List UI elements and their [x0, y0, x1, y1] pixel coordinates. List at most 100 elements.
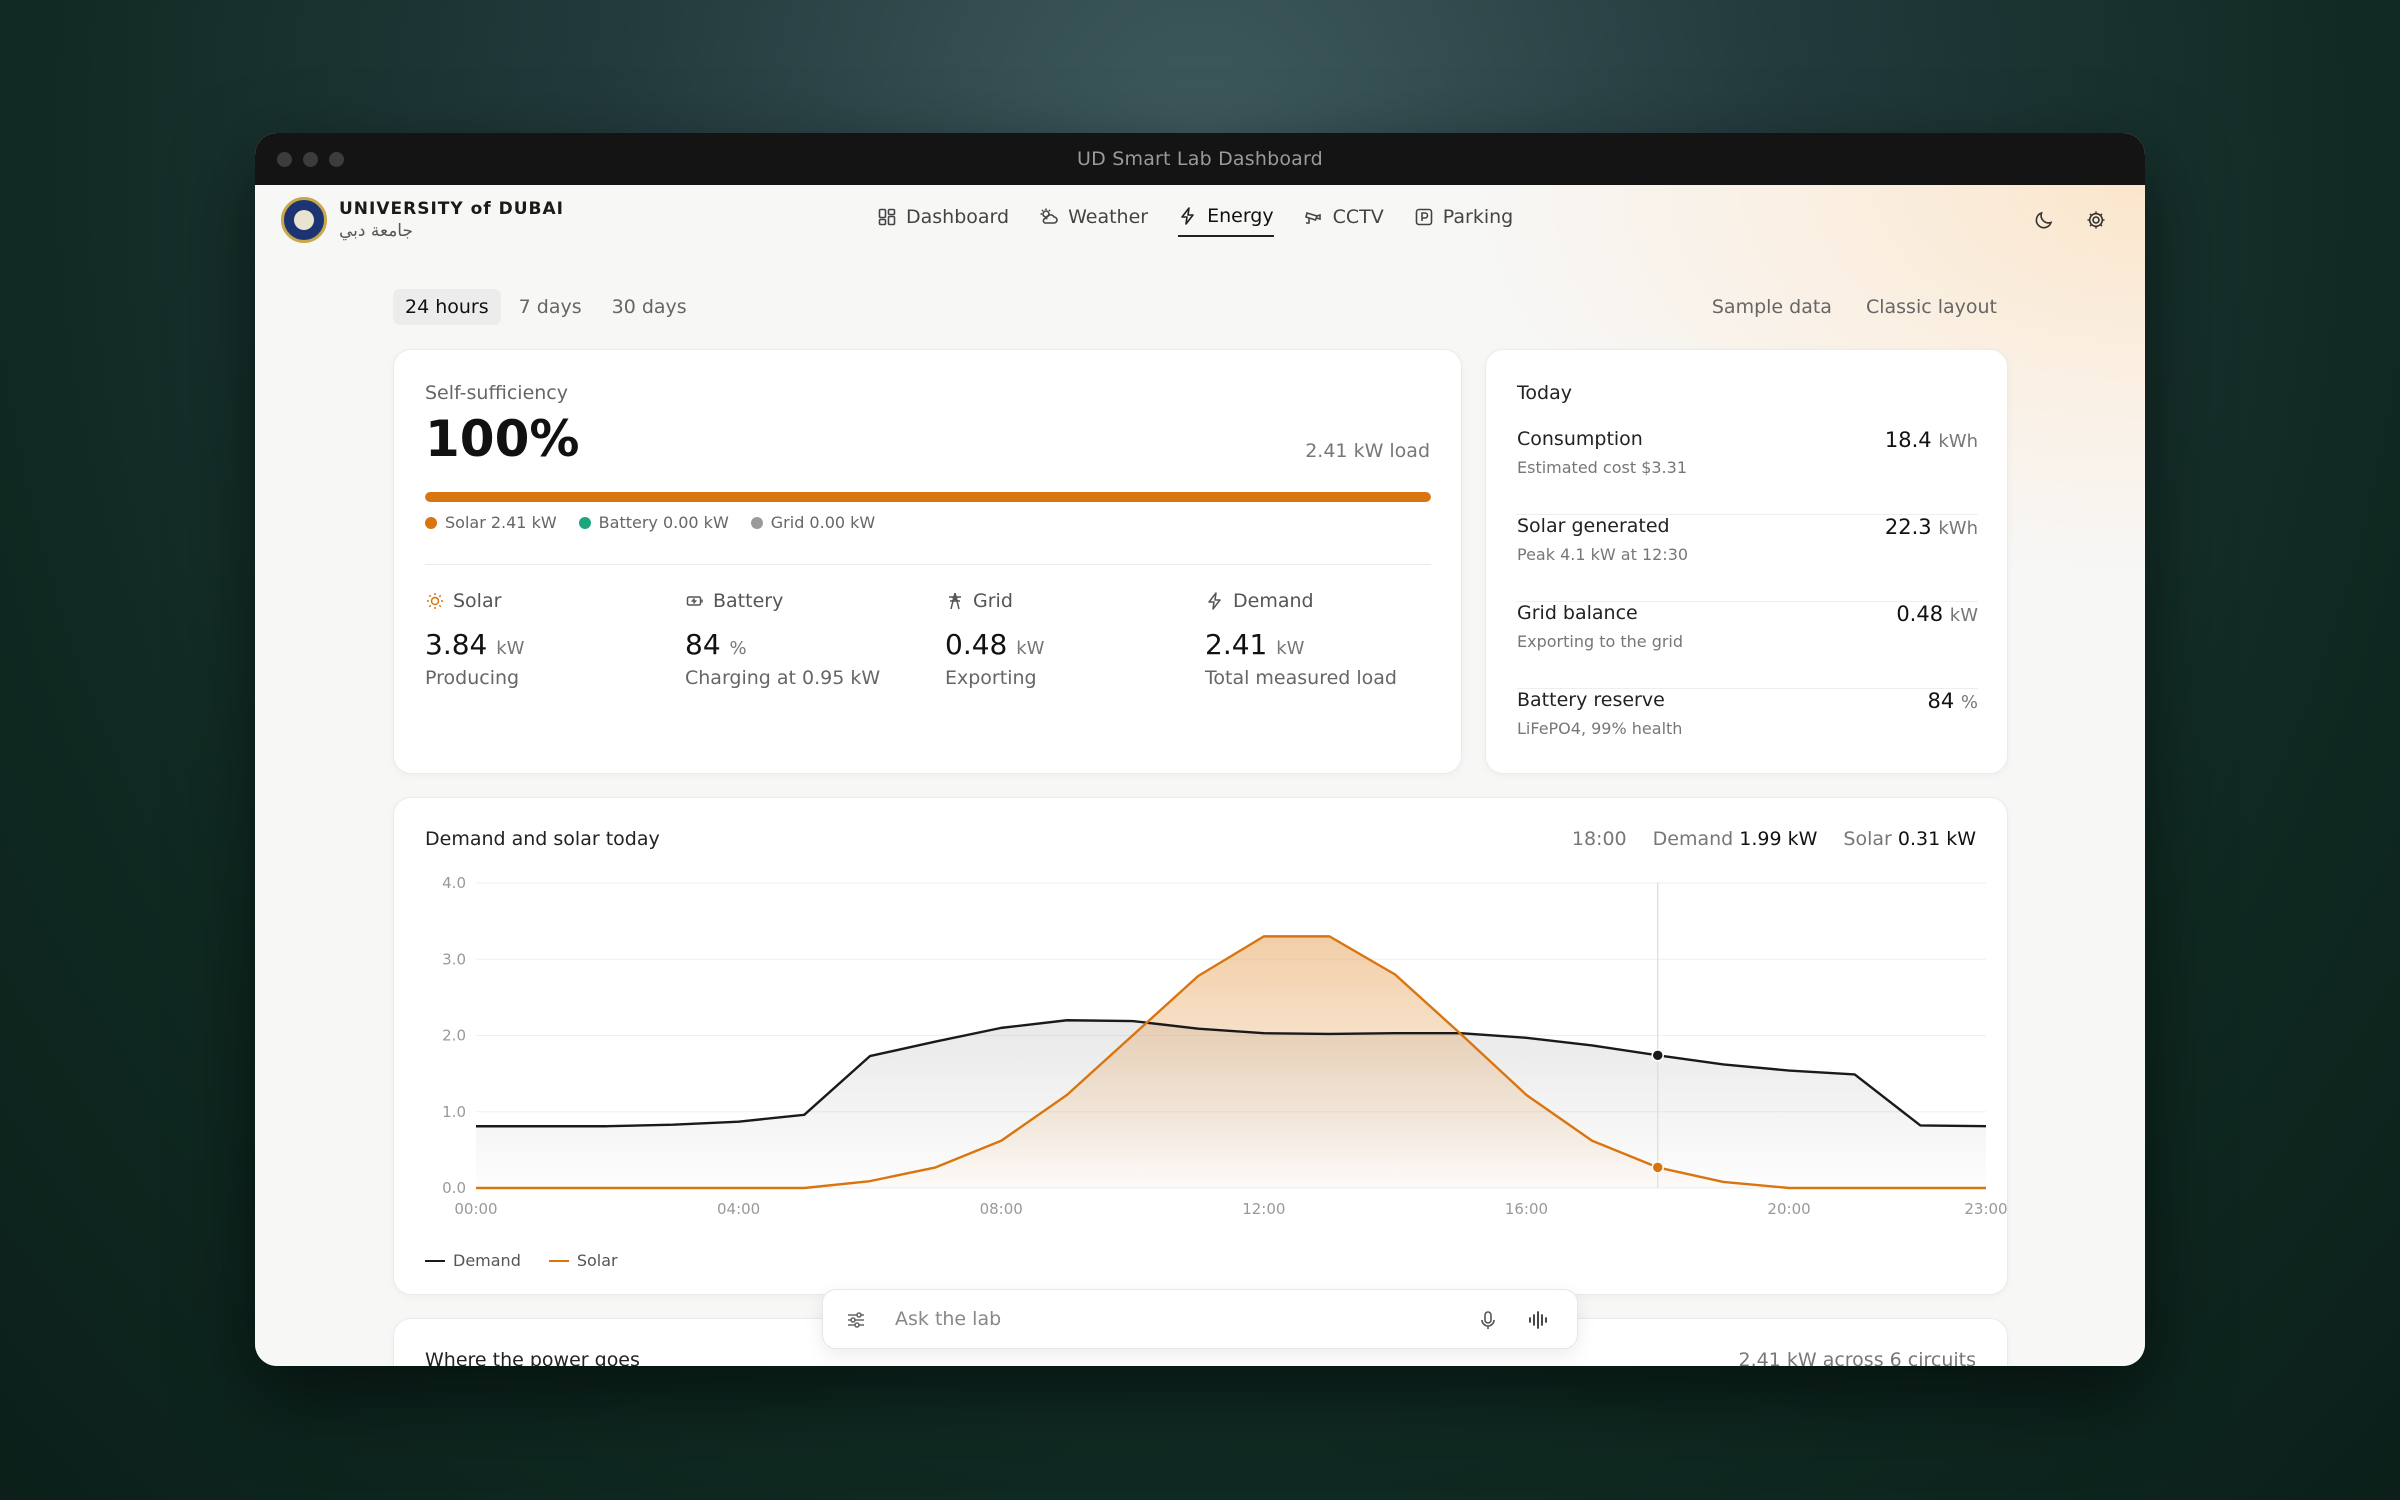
row-sub: Estimated cost $3.31	[1517, 458, 1687, 477]
energy-stats: Solar 3.84 kW Producing Battery 84 % Cha…	[425, 590, 1465, 689]
microphone-icon[interactable]	[1477, 1309, 1499, 1331]
demand-cursor-point	[1651, 1049, 1664, 1062]
camera-icon	[1304, 211, 1321, 224]
stat-number: 84	[685, 628, 721, 661]
grid-icon	[878, 208, 896, 226]
stat-value: 2.41 kW	[1205, 628, 1465, 661]
nav-dashboard[interactable]: Dashboard	[877, 205, 1009, 237]
row-sub: Exporting to the grid	[1517, 632, 1684, 651]
window-title: UD Smart Lab Dashboard	[1077, 148, 1323, 170]
nav-weather[interactable]: Weather	[1039, 205, 1148, 237]
pylon-icon	[949, 592, 961, 610]
solar-dot	[425, 516, 437, 529]
y-tick-label: 0.0	[442, 1179, 466, 1197]
stat-value: 84 %	[685, 628, 945, 661]
row-unit: kWh	[1938, 518, 1978, 539]
readout-demand: Demand 1.99 kW	[1653, 828, 1818, 850]
stat-name: Battery	[713, 590, 784, 612]
today-row-solar: Solar generated Peak 4.1 kW at 12:30 22.…	[1517, 515, 1978, 602]
stat-unit: kW	[1016, 638, 1045, 659]
row-number: 84	[1927, 689, 1955, 713]
demand-line	[476, 1019, 1987, 1128]
stat-name: Solar	[453, 590, 502, 612]
nav-cctv[interactable]: CCTV	[1304, 205, 1384, 237]
row-number: 0.48	[1896, 602, 1944, 626]
classic-layout-link[interactable]: Classic layout	[1865, 296, 1997, 318]
bolt-icon	[1181, 207, 1194, 225]
readout-time: 18:00	[1571, 828, 1627, 850]
legend-solar-label: Solar 2.41 kW	[445, 513, 557, 532]
readout-demand-label: Demand	[1652, 828, 1734, 850]
brand-name: UNIVERSITY of DUBAI	[339, 199, 564, 219]
row-label: Consumption	[1517, 428, 1643, 450]
chart-title: Demand and solar today	[425, 828, 660, 850]
self-sufficiency-label: Self-sufficiency	[425, 382, 568, 404]
legend-solar-series-label: Solar	[576, 1251, 618, 1270]
range-24-hours[interactable]: 24 hours	[393, 289, 501, 325]
ask-bar: Ask the lab	[822, 1289, 1578, 1349]
divider	[425, 564, 1431, 565]
grid-dot	[750, 516, 763, 529]
view-links: Sample data Classic layout	[1712, 296, 1997, 318]
gear-icon[interactable]	[2085, 209, 2107, 231]
chart-legend: Demand Solar	[425, 1251, 618, 1270]
stat-head: Grid	[945, 590, 1205, 612]
voice-wave-icon[interactable]	[1527, 1309, 1549, 1331]
close-dot[interactable]	[277, 152, 292, 167]
minimize-dot[interactable]	[303, 152, 318, 167]
range-7-days[interactable]: 7 days	[518, 296, 582, 318]
row-sub: LiFePO4, 99% health	[1517, 719, 1683, 738]
x-tick-label: 00:00	[454, 1200, 497, 1218]
today-title: Today	[1517, 382, 1572, 404]
y-tick-label: 2.0	[442, 1027, 466, 1045]
row-unit: %	[1960, 692, 1978, 713]
legend-battery-label: Battery 0.00 kW	[598, 513, 729, 532]
nav-label: CCTV	[1332, 206, 1384, 228]
legend-demand-label: Demand	[453, 1251, 521, 1270]
stat-sub: Exporting	[945, 667, 1037, 689]
nav-label: Dashboard	[906, 206, 1010, 228]
demand-swatch	[425, 1259, 445, 1262]
moon-icon[interactable]	[2033, 209, 2055, 231]
battery-dot	[578, 516, 591, 529]
legend-grid-label: Grid 0.00 kW	[770, 513, 876, 532]
sample-data-link[interactable]: Sample data	[1711, 296, 1832, 318]
stat-unit: kW	[496, 638, 525, 659]
legend-battery: Battery 0.00 kW	[578, 513, 729, 532]
stat-name: Demand	[1233, 590, 1314, 612]
legend-demand: Demand	[425, 1251, 521, 1270]
brand[interactable]: UNIVERSITY of DUBAI جامعة دبي	[281, 197, 564, 243]
cursor-readout: 18:00 Demand 1.99 kW Solar 0.31 kW	[1572, 828, 1976, 850]
range-tabs: 24 hours 7 days 30 days	[393, 289, 699, 325]
stat-head: Solar	[425, 590, 685, 612]
nav-parking[interactable]: Parking	[1414, 205, 1513, 237]
battery-icon	[686, 596, 703, 606]
x-tick-label: 04:00	[717, 1200, 760, 1218]
nav-label: Energy	[1207, 205, 1274, 227]
demand-solar-chart[interactable]: 0.0 1.0 2.0 3.0 4.0 00:00 04:00 08:00 12:00 16:00…	[394, 868, 2009, 1248]
readout-solar-value: 0.31 kW	[1897, 828, 1976, 850]
readout-solar: Solar 0.31 kW	[1843, 828, 1976, 850]
solar-cursor-point	[1651, 1161, 1664, 1174]
zoom-dot[interactable]	[329, 152, 344, 167]
nav-energy[interactable]: Energy	[1178, 205, 1274, 237]
header-actions	[2033, 209, 2107, 231]
sliders-icon[interactable]	[845, 1309, 867, 1331]
brand-text: UNIVERSITY of DUBAI جامعة دبي	[339, 199, 564, 241]
ask-input[interactable]: Ask the lab	[895, 1308, 1002, 1330]
app-window: UD Smart Lab Dashboard UNIVERSITY of DUB…	[255, 133, 2145, 1366]
stat-solar: Solar 3.84 kW Producing	[425, 590, 685, 689]
window-controls	[277, 152, 344, 167]
demand-solar-chart-card: Demand and solar today 18:00 Demand 1.99…	[393, 797, 2008, 1295]
range-30-days[interactable]: 30 days	[611, 296, 687, 318]
stat-number: 2.41	[1205, 628, 1268, 661]
source-legend: Solar 2.41 kW Battery 0.00 kW Grid 0.00 …	[425, 513, 875, 532]
nav-label: Parking	[1442, 206, 1514, 228]
weather-icon	[1040, 208, 1058, 224]
row-label: Battery reserve	[1517, 689, 1665, 711]
x-tick-label: 12:00	[1242, 1200, 1285, 1218]
stat-demand: Demand 2.41 kW Total measured load	[1205, 590, 1465, 689]
stat-head: Battery	[685, 590, 945, 612]
stat-unit: %	[729, 638, 747, 659]
row-number: 22.3	[1884, 515, 1932, 539]
